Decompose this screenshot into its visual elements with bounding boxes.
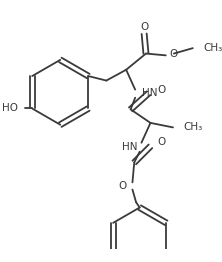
Text: O: O (158, 137, 166, 147)
Text: HN: HN (122, 142, 138, 152)
Text: HN: HN (142, 88, 158, 98)
Text: O: O (169, 48, 178, 59)
Text: O: O (140, 21, 148, 31)
Text: O: O (119, 181, 127, 191)
Text: HO: HO (2, 103, 18, 113)
Text: O: O (158, 85, 166, 95)
Text: CH₃: CH₃ (204, 43, 222, 53)
Text: CH₃: CH₃ (184, 122, 203, 132)
